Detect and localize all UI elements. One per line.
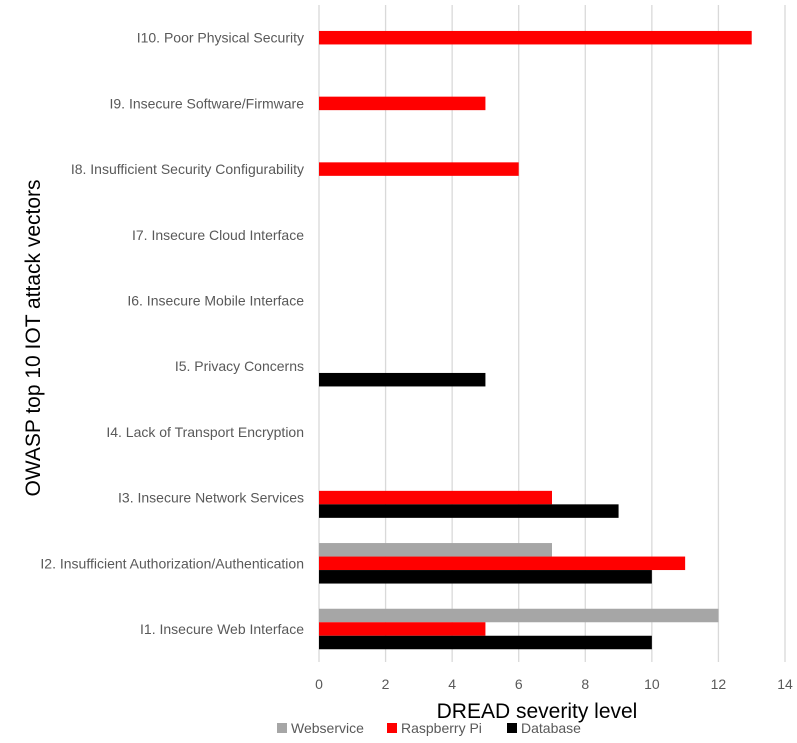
category-label: I1. Insecure Web Interface (140, 621, 304, 637)
x-axis-title: DREAD severity level (437, 700, 638, 723)
x-tick-labels: 0 2 4 6 8 10 12 14 (315, 676, 793, 692)
bar-webservice (319, 543, 552, 557)
bar-database (319, 635, 652, 650)
legend-label: Webservice (291, 720, 364, 736)
x-tick-label: 14 (777, 676, 793, 692)
bar-raspberry-pi (319, 30, 752, 45)
bar-raspberry-pi (319, 96, 486, 111)
category-label: I2. Insufficient Authorization/Authentic… (40, 555, 304, 571)
category-label: I7. Insecure Cloud Interface (132, 227, 304, 243)
category-label: I8. Insufficient Security Configurabilit… (71, 161, 304, 177)
category-label: I5. Privacy Concerns (175, 358, 304, 374)
bars (319, 30, 752, 650)
y-axis-title: OWASP top 10 IOT attack vectors (22, 179, 45, 496)
x-tick-label: 10 (644, 676, 660, 692)
bar-webservice (319, 608, 719, 623)
category-label: I9. Insecure Software/Firmware (109, 95, 304, 111)
gridlines (318, 5, 786, 662)
legend-swatch (507, 723, 517, 733)
bar-raspberry-pi (319, 490, 552, 505)
category-label: I10. Poor Physical Security (137, 30, 304, 46)
x-tick-label: 6 (515, 676, 523, 692)
x-tick-label: 2 (382, 676, 390, 692)
legend: Webservice Raspberry Pi Database (277, 720, 581, 736)
x-tick-label: 8 (581, 676, 589, 692)
legend-label: Database (521, 720, 581, 736)
bar-database (319, 504, 619, 518)
category-label: I4. Lack of Transport Encryption (106, 424, 304, 440)
x-tick-label: 0 (315, 676, 323, 692)
category-labels: I1. Insecure Web Interface I2. Insufficie… (40, 30, 304, 637)
bar-raspberry-pi (319, 622, 486, 636)
x-tick-label: 4 (448, 676, 456, 692)
legend-label: Raspberry Pi (401, 720, 482, 736)
bar-raspberry-pi (319, 556, 686, 571)
legend-swatch (277, 723, 287, 733)
bar-database (319, 372, 486, 387)
bar-database (319, 570, 652, 584)
bar-raspberry-pi (319, 162, 519, 176)
category-label: I3. Insecure Network Services (118, 490, 304, 506)
x-tick-label: 12 (711, 676, 727, 692)
legend-swatch (387, 723, 397, 733)
category-label: I6. Insecure Mobile Interface (127, 293, 304, 309)
